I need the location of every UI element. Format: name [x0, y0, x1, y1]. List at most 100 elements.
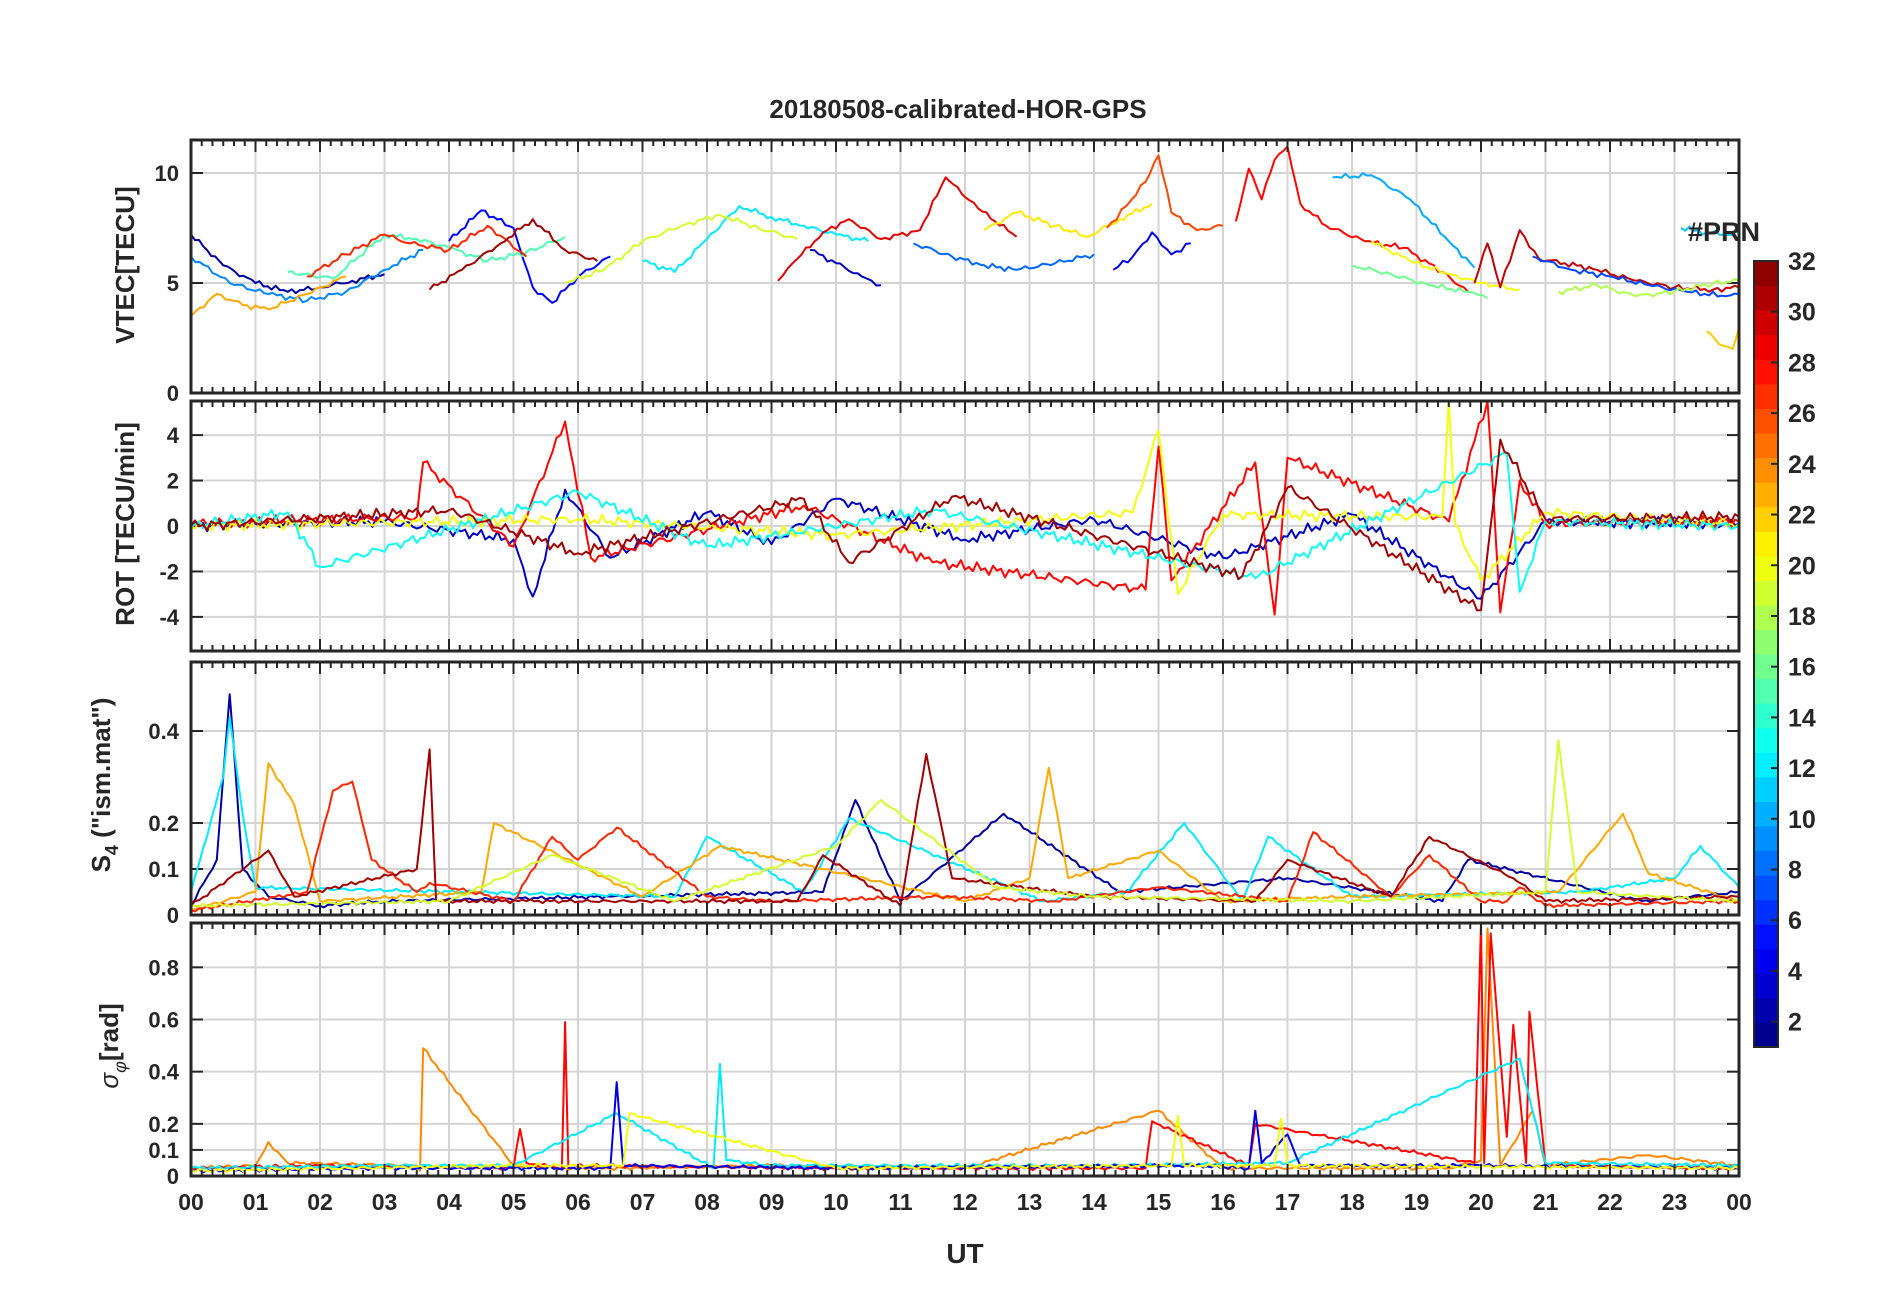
s4-ytick-label: 0.4: [148, 719, 179, 744]
vtec-series-line: [1532, 255, 1739, 298]
x-tick-label: 03: [372, 1189, 398, 1215]
colorbar-tick-label: 22: [1788, 502, 1816, 530]
vtec-series-line: [1106, 154, 1224, 232]
vtec-series-line: [307, 224, 528, 278]
x-tick-label: 11: [888, 1189, 913, 1215]
colorbar-tick-label: 16: [1788, 654, 1816, 682]
x-tick-label: 19: [1404, 1189, 1430, 1215]
colorbar-swatch: [1754, 604, 1778, 631]
x-axis: 00 01 02 03 04 05 06 07 08 09 10 11 12 13 14 15 16 17 18 19…: [178, 1189, 1752, 1215]
s4-ylabel-sub: 4: [102, 845, 122, 855]
vtec-series-line: [1706, 326, 1739, 350]
panel-vtec: VTEC[TECU] 0 5 10: [110, 138, 1741, 406]
s4-series-line: [191, 780, 1739, 913]
sigma_phi-ytick-label: 0.8: [148, 955, 179, 980]
x-axis-label: UT: [946, 1238, 983, 1269]
vtec-series-line: [1332, 172, 1476, 269]
colorbar-swatch: [1754, 555, 1778, 581]
x-tick-label: 14: [1081, 1189, 1107, 1215]
colorbar-swatch: [1754, 850, 1778, 876]
vtec-series-line: [1680, 225, 1739, 236]
sigma_phi-frame: [189, 921, 1741, 1178]
colorbar-swatch: [1754, 875, 1778, 901]
x-tick-label: 17: [1275, 1189, 1301, 1215]
rot-series-line: [191, 401, 1739, 596]
x-tick-label: 04: [436, 1189, 462, 1215]
colorbar-tick-label: 32: [1788, 248, 1816, 276]
rot-series-line: [191, 452, 1739, 593]
x-tick-label: 09: [759, 1189, 785, 1215]
x-tick-label: 10: [823, 1189, 849, 1215]
x-tick-label: 06: [565, 1189, 591, 1215]
colorbar-swatch: [1754, 482, 1778, 508]
sigma-ylabel-main: σ: [94, 1072, 124, 1089]
colorbar-tick-label: 14: [1788, 704, 1816, 732]
vtec-series-line: [191, 249, 424, 304]
rot-frame: [189, 399, 1741, 653]
vtec-ytick-label: 0: [167, 381, 179, 406]
vtec-ytick-label: 5: [167, 271, 179, 296]
x-tick-label: 02: [307, 1189, 333, 1215]
colorbar-swatch: [1754, 752, 1778, 778]
vtec-ytick-label: 10: [155, 161, 179, 186]
colorbar-tick-label: 6: [1788, 907, 1802, 935]
vtec-series-line: [1370, 240, 1520, 292]
vtec-series-line: [1234, 145, 1469, 293]
x-tick-label: 05: [501, 1189, 527, 1215]
colorbar-swatch: [1754, 629, 1778, 655]
colorbar-swatch: [1754, 359, 1778, 385]
rot-ylabel: ROT [TECU/min]: [110, 422, 140, 626]
rot-series-line: [191, 438, 1739, 612]
vtec-frame: [189, 138, 1741, 395]
sigma_phi-ytick-label: 0.4: [148, 1060, 179, 1085]
x-tick-label: 21: [1533, 1189, 1559, 1215]
x-tick-label: 00: [1726, 1189, 1752, 1215]
rot-ytick-label: -2: [159, 559, 179, 584]
sigma_phi-ytick-label: 0.1: [148, 1138, 179, 1163]
rot-series-group: [191, 401, 1739, 616]
colorbar-swatch: [1754, 678, 1778, 704]
rot-ytick-label: 0: [167, 514, 179, 539]
vtec-series-line: [1351, 264, 1489, 300]
colorbar-swatch: [1754, 383, 1778, 409]
s4-ytick-label: 0.1: [148, 857, 179, 882]
colorbar-swatch: [1754, 531, 1778, 557]
colorbar-tick-label: 28: [1788, 349, 1816, 377]
x-tick-label: 08: [694, 1189, 720, 1215]
colorbar-swatch: [1754, 580, 1778, 606]
colorbar-swatch: [1754, 948, 1778, 974]
x-tick-label: 18: [1339, 1189, 1365, 1215]
colorbar-tick-label: 4: [1788, 958, 1802, 986]
colorbar-swatch: [1754, 825, 1778, 852]
sigma_phi-ytick-label: 0.2: [148, 1112, 179, 1137]
sigma-ylabel: σφ[rad]: [94, 1003, 130, 1088]
s4-series-line: [191, 739, 1739, 908]
figure-title: 20180508-calibrated-HOR-GPS: [769, 94, 1146, 124]
colorbar-swatch: [1754, 310, 1778, 336]
x-tick-label: 16: [1210, 1189, 1236, 1215]
panel-sigma-phi: σφ[rad] 00.10.2 0.4 0.6 0.8: [94, 921, 1741, 1189]
colorbar-swatch: [1754, 261, 1778, 287]
colorbar-swatch: [1754, 776, 1778, 802]
x-tick-label: 01: [243, 1189, 269, 1215]
x-tick-label: 22: [1597, 1189, 1623, 1215]
sigma-ylabel-rest: [rad]: [94, 1003, 124, 1061]
s4-ylabel-rest: ("ism.mat"): [86, 698, 116, 845]
vtec-series-line: [1557, 277, 1739, 298]
rot-ytick-label: -4: [159, 605, 179, 630]
colorbar-tick-label: 20: [1788, 552, 1816, 580]
vtec-series-group: [191, 145, 1739, 350]
sigma-ylabel-sub: φ: [110, 1061, 130, 1073]
rot-series-line: [191, 401, 1739, 616]
colorbar-tick-label: 18: [1788, 603, 1816, 631]
rot-ytick-label: 2: [167, 469, 179, 494]
colorbar-swatch: [1754, 1022, 1778, 1048]
x-tick-label: 20: [1468, 1189, 1494, 1215]
sigma_phi-ytick-label: 0.6: [148, 1008, 179, 1033]
vtec-series-line: [564, 213, 798, 284]
x-tick-label: 13: [1017, 1189, 1043, 1215]
colorbar-swatch: [1754, 727, 1778, 753]
colorbar-tick-label: 8: [1788, 857, 1802, 885]
s4-series-line: [191, 693, 1739, 909]
